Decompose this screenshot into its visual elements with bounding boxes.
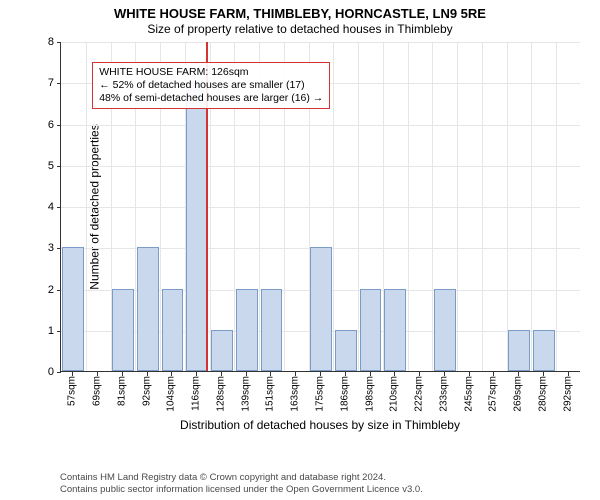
gridline-h [61, 166, 580, 167]
xtick-label: 198sqm [364, 376, 375, 412]
ytick-mark [57, 166, 61, 167]
footer-line-2: Contains public sector information licen… [60, 484, 423, 496]
histogram-bar [261, 289, 283, 372]
xtick-label: 151sqm [265, 376, 276, 412]
gridline-v [408, 42, 409, 371]
xtick-label: 128sqm [215, 376, 226, 412]
footer-attribution: Contains HM Land Registry data © Crown c… [60, 472, 423, 496]
annotation-box: WHITE HOUSE FARM: 126sqm← 52% of detache… [92, 62, 330, 109]
annotation-line-2: ← 52% of detached houses are smaller (17… [99, 79, 323, 92]
ytick-mark [57, 207, 61, 208]
xtick-label: 92sqm [141, 376, 152, 406]
ytick-mark [57, 83, 61, 84]
histogram-bar [62, 247, 84, 371]
xtick-label: 175sqm [315, 376, 326, 412]
xtick-label: 292sqm [562, 376, 573, 412]
ytick-mark [57, 331, 61, 332]
ytick-mark [57, 42, 61, 43]
histogram-bar [112, 289, 134, 372]
page-title: WHITE HOUSE FARM, THIMBLEBY, HORNCASTLE,… [0, 6, 600, 21]
ytick-label: 0 [34, 366, 54, 378]
histogram-bar [434, 289, 456, 372]
ytick-label: 5 [34, 160, 54, 172]
histogram-bar [137, 247, 159, 371]
xtick-label: 245sqm [463, 376, 474, 412]
annotation-line-1: WHITE HOUSE FARM: 126sqm [99, 66, 323, 79]
xtick-label: 69sqm [92, 376, 103, 406]
ytick-label: 6 [34, 119, 54, 131]
histogram-bar [384, 289, 406, 372]
xtick-label: 222sqm [414, 376, 425, 412]
gridline-v [531, 42, 532, 371]
gridline-h [61, 42, 580, 43]
histogram-chart: Number of detached properties WHITE HOUS… [60, 42, 580, 372]
histogram-bar [236, 289, 258, 372]
gridline-v [457, 42, 458, 371]
footer-line-1: Contains HM Land Registry data © Crown c… [60, 472, 423, 484]
page-subtitle: Size of property relative to detached ho… [0, 22, 600, 36]
ytick-mark [57, 125, 61, 126]
histogram-bar [335, 330, 357, 371]
histogram-bar [508, 330, 530, 371]
ytick-label: 7 [34, 77, 54, 89]
xtick-label: 257sqm [488, 376, 499, 412]
gridline-v [556, 42, 557, 371]
histogram-bar [211, 330, 233, 371]
histogram-bar [162, 289, 184, 372]
xtick-label: 57sqm [67, 376, 78, 406]
xtick-label: 81sqm [116, 376, 127, 406]
ytick-mark [57, 248, 61, 249]
annotation-line-3: 48% of semi-detached houses are larger (… [99, 92, 323, 105]
ytick-mark [57, 290, 61, 291]
xtick-label: 280sqm [537, 376, 548, 412]
title-block: WHITE HOUSE FARM, THIMBLEBY, HORNCASTLE,… [0, 0, 600, 36]
ytick-label: 1 [34, 325, 54, 337]
gridline-v [507, 42, 508, 371]
xtick-label: 116sqm [191, 376, 202, 411]
xtick-label: 163sqm [290, 376, 301, 412]
histogram-bar [360, 289, 382, 372]
histogram-bar [533, 330, 555, 371]
xtick-label: 269sqm [513, 376, 524, 412]
plot-area: WHITE HOUSE FARM: 126sqm← 52% of detache… [60, 42, 580, 372]
ytick-label: 8 [34, 36, 54, 48]
ytick-label: 4 [34, 201, 54, 213]
gridline-v [333, 42, 334, 371]
x-axis-title: Distribution of detached houses by size … [60, 418, 580, 432]
ytick-label: 3 [34, 242, 54, 254]
xtick-label: 139sqm [240, 376, 251, 412]
gridline-h [61, 125, 580, 126]
ytick-label: 2 [34, 284, 54, 296]
ytick-mark [57, 372, 61, 373]
histogram-bar [186, 82, 208, 371]
gridline-v [86, 42, 87, 371]
xtick-label: 104sqm [166, 376, 177, 412]
histogram-bar [310, 247, 332, 371]
gridline-h [61, 207, 580, 208]
xtick-label: 233sqm [438, 376, 449, 412]
gridline-v [482, 42, 483, 371]
xtick-label: 210sqm [389, 376, 400, 412]
xtick-label: 186sqm [339, 376, 350, 412]
